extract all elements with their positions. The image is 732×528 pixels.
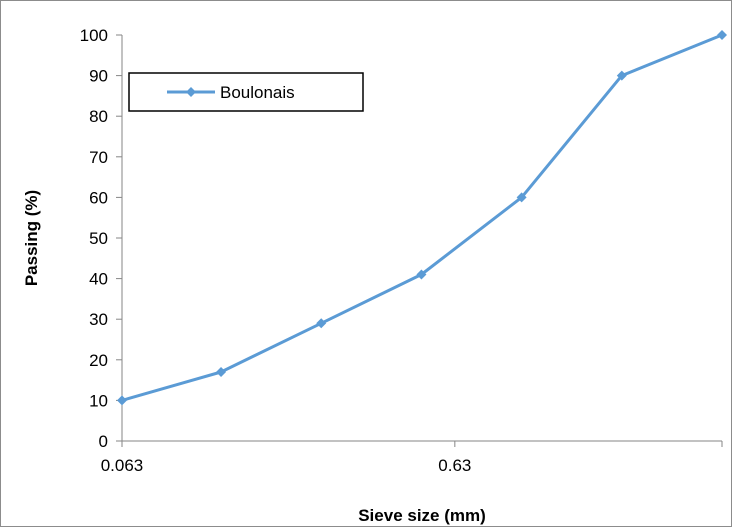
- y-tick-label: 40: [89, 270, 108, 289]
- x-axis-title: Sieve size (mm): [358, 506, 486, 525]
- series-layer: [117, 30, 727, 406]
- legend-series-marker: [186, 87, 196, 97]
- legend: Boulonais: [128, 72, 364, 112]
- data-point: [416, 269, 427, 280]
- data-point: [717, 30, 727, 40]
- legend-entry-boulonais: Boulonais: [220, 83, 295, 102]
- data-point: [316, 318, 327, 329]
- y-axis-title: Passing (%): [22, 190, 41, 286]
- y-tick-label: 0: [99, 432, 108, 451]
- x-axis: 0.063 0.63: [101, 440, 723, 475]
- y-tick-label: 30: [89, 310, 108, 329]
- y-tick-label: 70: [89, 148, 108, 167]
- y-tick-label: 60: [89, 188, 108, 207]
- x-tick-label: 0.63: [438, 456, 471, 475]
- x-tick-label: 0.063: [101, 456, 144, 475]
- y-tick-label: 80: [89, 107, 108, 126]
- data-point: [516, 192, 527, 203]
- y-tick-label: 100: [80, 26, 108, 45]
- y-tick-label: 10: [89, 391, 108, 410]
- data-point: [117, 395, 127, 406]
- y-tick-label: 90: [89, 67, 108, 86]
- y-tick-label: 50: [89, 229, 108, 248]
- y-tick-label: 20: [89, 351, 108, 370]
- data-point: [616, 70, 627, 81]
- y-axis: 0 10 20 30 40 50 60 70 80 90 100: [80, 26, 123, 451]
- data-point: [216, 366, 227, 377]
